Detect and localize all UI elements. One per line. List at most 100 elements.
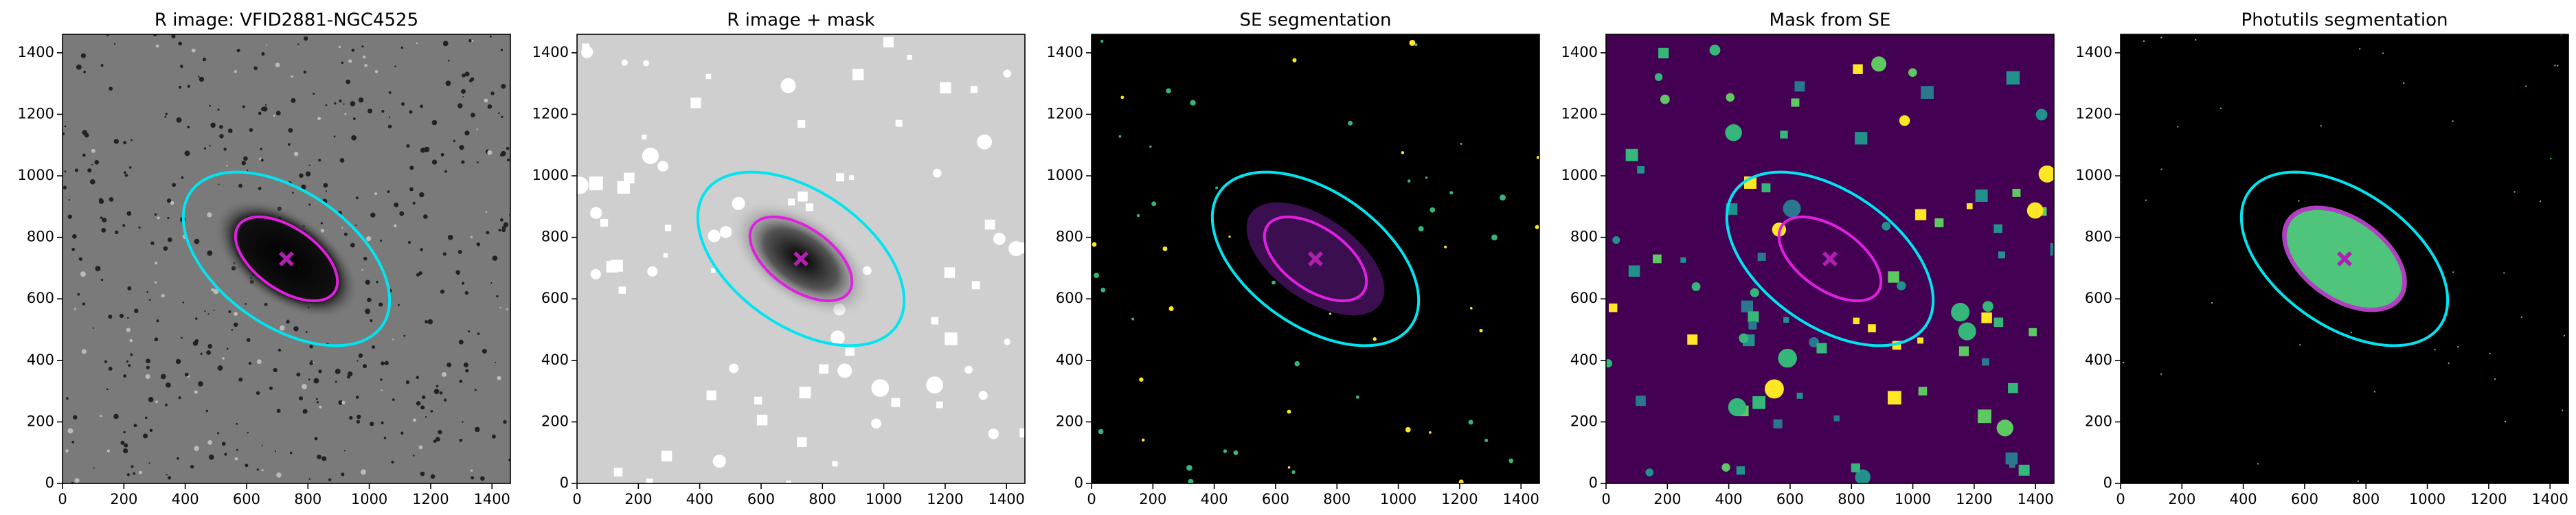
star bbox=[370, 422, 374, 426]
mask-square bbox=[2029, 328, 2037, 336]
star bbox=[128, 364, 131, 367]
segment bbox=[2145, 199, 2147, 201]
segment bbox=[2489, 352, 2491, 355]
mask-square bbox=[1637, 165, 1645, 174]
star bbox=[380, 378, 383, 381]
star bbox=[233, 322, 238, 328]
segment bbox=[2563, 334, 2566, 336]
star bbox=[357, 414, 361, 420]
mask-square bbox=[971, 281, 980, 290]
mask-circle bbox=[964, 365, 973, 374]
mask-circle bbox=[1645, 468, 1654, 477]
mask-circle bbox=[1721, 463, 1730, 472]
y-tick-label: 0 bbox=[1074, 474, 1083, 491]
star bbox=[161, 294, 165, 298]
star bbox=[236, 49, 240, 53]
segment bbox=[1405, 426, 1411, 433]
star bbox=[458, 339, 464, 345]
star bbox=[108, 314, 113, 319]
star bbox=[362, 364, 368, 369]
star bbox=[226, 347, 229, 350]
star bbox=[443, 398, 447, 402]
star bbox=[126, 328, 131, 332]
star bbox=[144, 416, 148, 420]
star bbox=[248, 362, 252, 365]
star bbox=[506, 146, 510, 150]
star bbox=[171, 34, 176, 38]
segment bbox=[1131, 317, 1135, 321]
y-tick-label: 600 bbox=[27, 290, 54, 306]
star bbox=[392, 398, 395, 402]
segment bbox=[2257, 463, 2259, 465]
star bbox=[470, 236, 473, 239]
star bbox=[101, 227, 106, 233]
star bbox=[487, 104, 493, 109]
mask-square bbox=[1921, 86, 1934, 99]
segment bbox=[2525, 85, 2527, 87]
segment bbox=[2503, 272, 2505, 274]
star bbox=[148, 299, 151, 301]
star bbox=[217, 365, 223, 371]
star bbox=[350, 101, 356, 106]
star bbox=[321, 456, 327, 461]
star bbox=[148, 397, 154, 402]
star bbox=[328, 478, 332, 481]
center-marker bbox=[1308, 251, 1323, 266]
star bbox=[123, 141, 127, 145]
mask-circle bbox=[1897, 281, 1906, 290]
star bbox=[430, 409, 433, 413]
star bbox=[309, 344, 313, 349]
star bbox=[100, 64, 104, 67]
star bbox=[409, 187, 414, 192]
segment bbox=[1449, 191, 1454, 195]
star bbox=[374, 192, 378, 196]
star bbox=[226, 165, 228, 167]
star bbox=[381, 421, 384, 424]
star bbox=[461, 160, 465, 164]
star bbox=[338, 45, 341, 49]
segment bbox=[1100, 39, 1104, 43]
star bbox=[194, 390, 198, 394]
segment bbox=[1401, 151, 1405, 154]
segment bbox=[2359, 47, 2361, 50]
mask-square bbox=[907, 54, 912, 60]
star bbox=[501, 150, 506, 157]
mask-square bbox=[618, 286, 626, 294]
mask-circle bbox=[1612, 236, 1620, 244]
star bbox=[279, 325, 285, 331]
star bbox=[387, 124, 392, 128]
y-tick-label: 400 bbox=[2085, 352, 2112, 368]
star bbox=[224, 453, 227, 456]
star bbox=[261, 469, 264, 472]
mask-circle bbox=[1855, 469, 1871, 483]
star bbox=[379, 239, 383, 242]
star bbox=[416, 401, 421, 406]
star bbox=[213, 309, 215, 311]
x-tick-label: 1000 bbox=[1895, 491, 1931, 507]
star bbox=[71, 247, 76, 251]
mask-circle bbox=[932, 168, 942, 178]
star bbox=[234, 70, 237, 73]
star bbox=[355, 396, 359, 399]
star bbox=[419, 192, 425, 198]
star bbox=[313, 361, 315, 364]
star bbox=[347, 371, 353, 377]
star bbox=[246, 338, 251, 342]
star bbox=[365, 308, 371, 314]
star bbox=[133, 472, 136, 475]
segment bbox=[1166, 88, 1171, 93]
star bbox=[355, 196, 359, 200]
star bbox=[198, 381, 203, 387]
star bbox=[208, 454, 214, 460]
x-tick-label: 600 bbox=[747, 491, 775, 507]
star bbox=[470, 113, 475, 118]
x-tick-label: 0 bbox=[1601, 491, 1610, 507]
star bbox=[241, 161, 247, 165]
star bbox=[416, 273, 420, 277]
mask-square bbox=[1982, 358, 1989, 366]
y-tick-label: 1000 bbox=[2076, 167, 2112, 183]
star bbox=[177, 457, 179, 460]
star bbox=[90, 179, 95, 185]
segment bbox=[2195, 38, 2197, 41]
segment bbox=[1414, 43, 1418, 47]
